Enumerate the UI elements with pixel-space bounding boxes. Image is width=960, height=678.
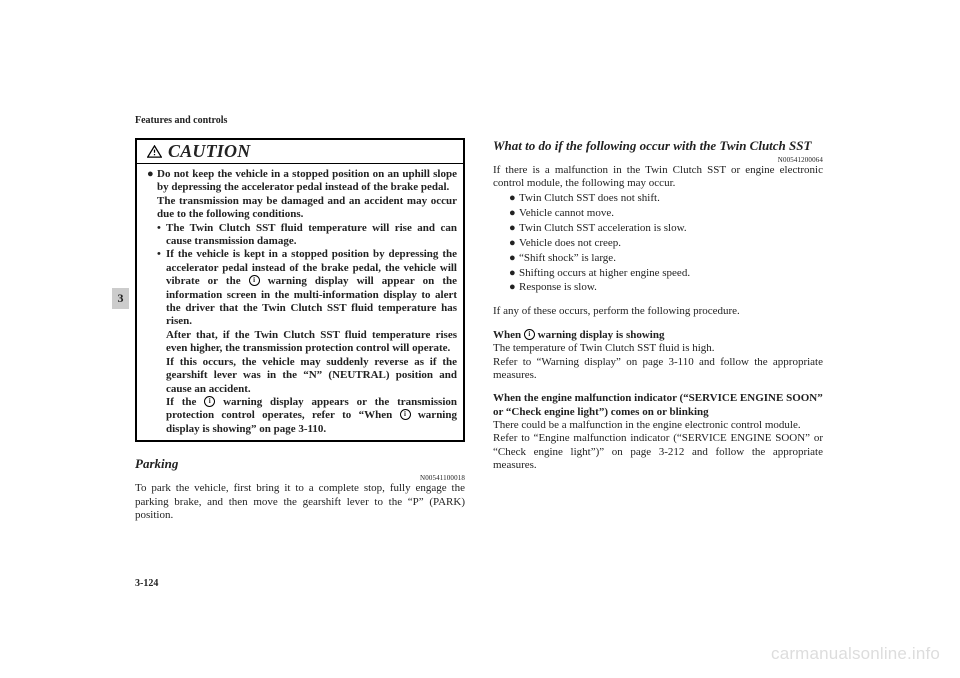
sub1: The Twin Clutch SST fluid temperature wi…: [166, 222, 457, 249]
subbullet-icon: •: [157, 248, 166, 436]
page-number: 3-124: [135, 578, 158, 589]
s2d: If this occurs, the vehicle may suddenly…: [166, 356, 457, 395]
left-column: CAUTION ● Do not keep the vehicle in a s…: [135, 110, 465, 522]
when2-title: When the engine malfunction indicator (“…: [493, 392, 823, 418]
info-circle-icon: i: [400, 409, 411, 420]
bullet-icon: ●: [147, 168, 157, 436]
symptom-list: ●Twin Clutch SST does not shift. ●Vehicl…: [509, 191, 823, 295]
bullet-icon: ●: [509, 236, 519, 251]
list-item: Vehicle does not creep.: [519, 236, 621, 251]
caution-text: Do not keep the vehicle in a stopped pos…: [157, 168, 457, 436]
bullet-icon: ●: [509, 191, 519, 206]
chapter-tab: 3: [112, 288, 129, 309]
parking-heading: Parking: [135, 456, 465, 472]
list-item: Response is slow.: [519, 280, 597, 295]
caution-title: CAUTION: [168, 141, 250, 162]
parking-text: To park the vehicle, first bring it to a…: [135, 482, 465, 522]
watermark: carmanualsonline.info: [771, 644, 940, 664]
doc-code: N00541200064: [493, 156, 823, 164]
right-follow: If any of these occurs, perform the foll…: [493, 305, 823, 319]
sub2: If the vehicle is kept in a stopped posi…: [166, 248, 457, 436]
s2e1: If the: [166, 396, 204, 408]
when1-l1: The temperature of Twin Clutch SST fluid…: [493, 342, 823, 355]
s2c: After that, if the Twin Clutch SST fluid…: [166, 329, 457, 354]
bullet-icon: ●: [509, 251, 519, 266]
caution-box: CAUTION ● Do not keep the vehicle in a s…: [135, 138, 465, 442]
ct1: Do not keep the vehicle in a stopped pos…: [157, 168, 457, 193]
when2-l1: There could be a malfunction in the engi…: [493, 419, 823, 432]
right-column: What to do if the following occur with t…: [493, 110, 823, 522]
bullet-icon: ●: [509, 280, 519, 295]
subbullet-icon: •: [157, 222, 166, 249]
bullet-icon: ●: [509, 266, 519, 281]
list-item: Vehicle cannot move.: [519, 206, 614, 221]
when1-title: When i warning display is showing: [493, 329, 823, 342]
list-item: Twin Clutch SST does not shift.: [519, 191, 660, 206]
list-item: “Shift shock” is large.: [519, 251, 616, 266]
list-item: Twin Clutch SST acceleration is slow.: [519, 221, 687, 236]
warning-triangle-icon: [147, 145, 162, 158]
ct2: The transmission may be damaged and an a…: [157, 195, 457, 220]
page-body: CAUTION ● Do not keep the vehicle in a s…: [135, 110, 835, 522]
list-item: Shifting occurs at higher engine speed.: [519, 266, 690, 281]
info-circle-icon: i: [249, 275, 260, 286]
caution-body: ● Do not keep the vehicle in a stopped p…: [137, 164, 463, 440]
bullet-icon: ●: [509, 221, 519, 236]
info-circle-icon: i: [524, 329, 535, 340]
right-intro: If there is a malfunction in the Twin Cl…: [493, 164, 823, 191]
when2-l2: Refer to “Engine malfunction indicator (…: [493, 432, 823, 472]
bullet-icon: ●: [509, 206, 519, 221]
when1-l2: Refer to “Warning display” on page 3-110…: [493, 356, 823, 383]
w1b: warning display is showing: [535, 329, 665, 341]
doc-code: N00541100018: [135, 474, 465, 482]
caution-header: CAUTION: [137, 140, 463, 164]
right-heading: What to do if the following occur with t…: [493, 138, 823, 154]
info-circle-icon: i: [204, 396, 215, 407]
w1a: When: [493, 329, 524, 341]
